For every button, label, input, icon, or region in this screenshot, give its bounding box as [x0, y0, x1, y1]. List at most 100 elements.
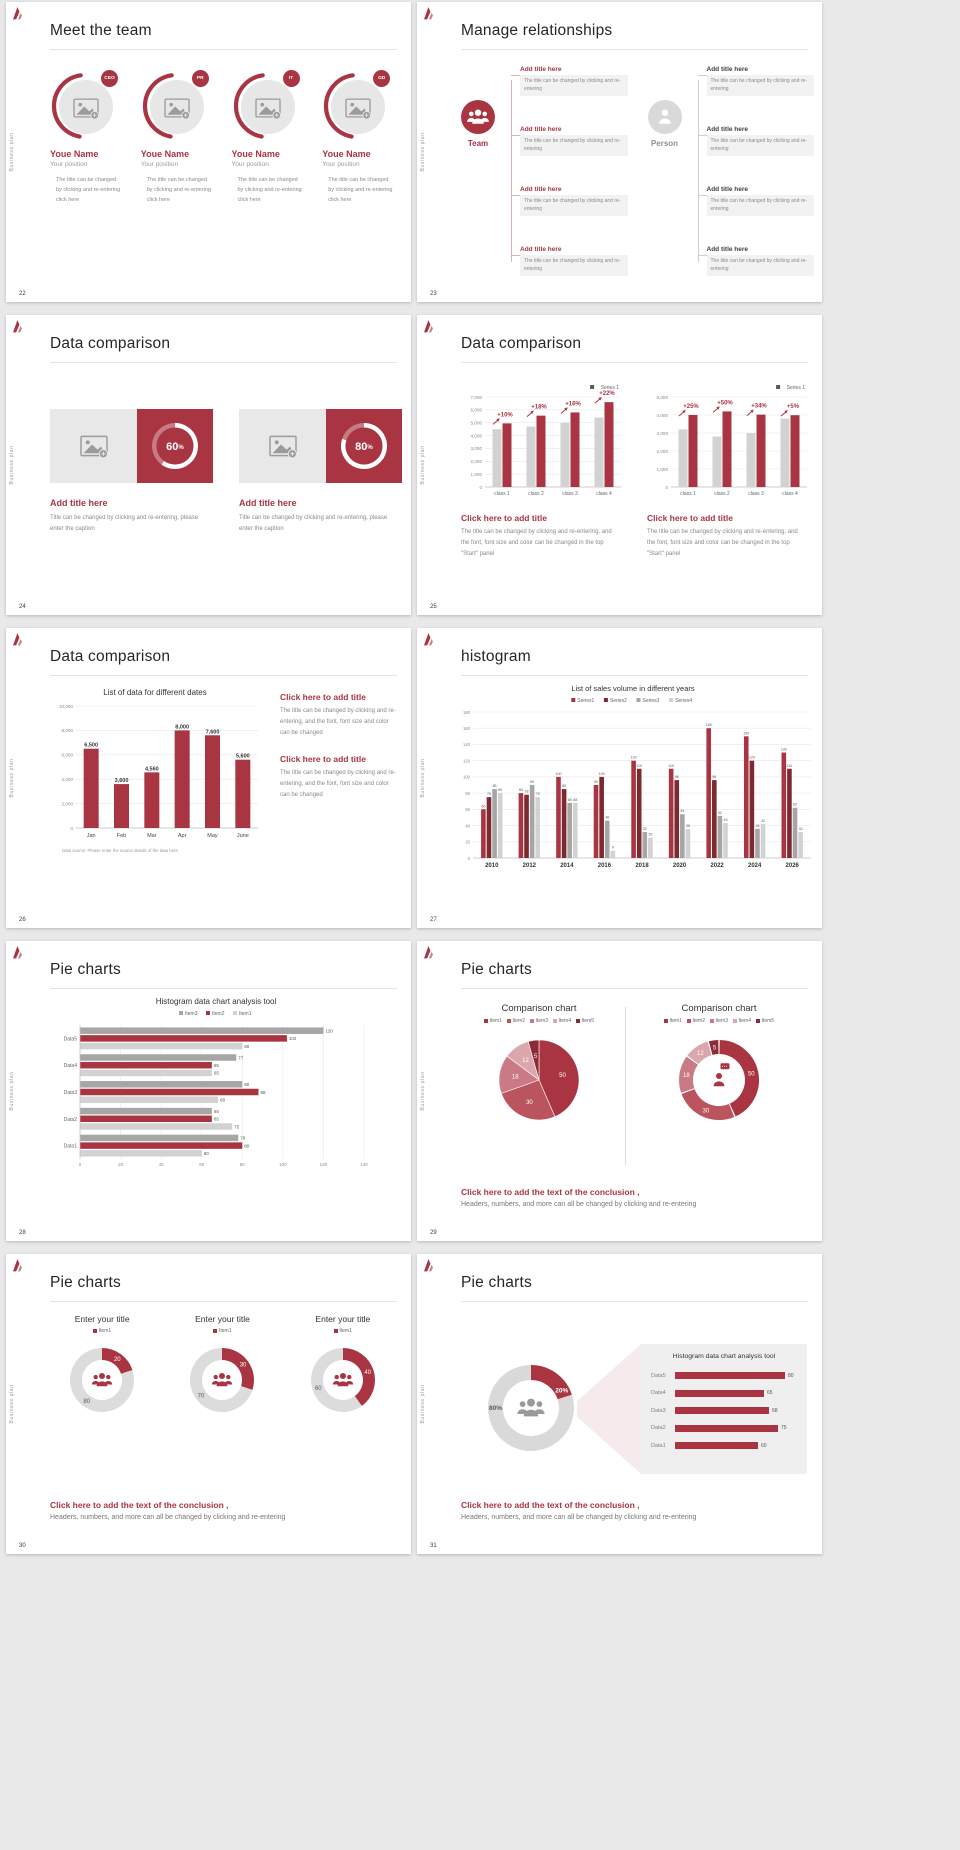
slide-28[interactable]: Business plan Pie charts Histogram data …: [6, 941, 411, 1241]
slide-27[interactable]: Business plan histogram List of sales vo…: [417, 628, 822, 928]
image-placeholder-icon: [141, 70, 211, 140]
svg-text:12: 12: [697, 1051, 704, 1057]
svg-text:50: 50: [748, 1071, 755, 1077]
item-description: The title can be changed by clicking and…: [706, 135, 814, 156]
svg-text:2024: 2024: [748, 863, 762, 869]
slide-23[interactable]: Business plan Manage relationships Team …: [417, 2, 822, 302]
card-title: Add title here: [239, 498, 297, 508]
member-description: The title can be changed by clicking and…: [56, 177, 121, 203]
role-badge: GD: [373, 70, 391, 87]
page-number: 23: [430, 291, 437, 297]
item-title: Add title here: [520, 246, 562, 253]
item-description: The title can be changed by clicking and…: [520, 255, 628, 276]
logo-icon: [11, 6, 22, 20]
svg-text:+34%: +34%: [751, 404, 767, 410]
relationship-item: Add title here The title can be changed …: [511, 246, 628, 276]
donut-panel: Enter your title Item1 20 80: [42, 1314, 162, 1421]
svg-text:2012: 2012: [523, 863, 537, 869]
svg-text:40: 40: [465, 823, 470, 828]
svg-text:60%: 60%: [166, 441, 184, 453]
relationship-item: Add title here The title can be changed …: [511, 66, 628, 96]
relationship-item: Add title here The title can be changed …: [511, 186, 628, 216]
svg-text:10,000: 10,000: [59, 704, 73, 709]
legend-item: Item2: [686, 1018, 705, 1024]
svg-text:65: 65: [214, 1063, 220, 1068]
legend-item: Item1: [663, 1018, 682, 1024]
slide-title: Pie charts: [461, 1274, 532, 1291]
svg-text:20: 20: [114, 1357, 121, 1363]
svg-text:Item2: Item2: [212, 1011, 225, 1017]
svg-text:+10%: +10%: [497, 412, 513, 418]
svg-text:class 2: class 2: [528, 491, 544, 497]
svg-text:43: 43: [724, 818, 728, 822]
svg-text:2014: 2014: [560, 863, 574, 869]
svg-text:25: 25: [648, 833, 652, 837]
svg-text:68: 68: [568, 798, 572, 802]
svg-text:0: 0: [70, 826, 73, 831]
svg-text:100: 100: [279, 1162, 287, 1167]
relationship-item: Add title here The title can be changed …: [511, 126, 628, 156]
donut-panel: Comparison chart Item1 Item2 Item3 Item4 Ite…: [631, 1003, 807, 1132]
svg-text:7,000: 7,000: [471, 395, 483, 400]
svg-text:120: 120: [631, 756, 637, 760]
chart-title: Enter your title: [315, 1314, 371, 1324]
sidebar-vertical-label: Business plan: [420, 1071, 426, 1111]
svg-text:96: 96: [675, 775, 679, 779]
svg-text:30: 30: [526, 1100, 533, 1106]
svg-text:0: 0: [79, 1162, 82, 1167]
slide-31[interactable]: Business plan Pie charts 20% 80% Histogra…: [417, 1254, 822, 1554]
svg-text:78: 78: [525, 790, 529, 794]
block-title: Click here to add title: [280, 692, 366, 702]
image-placeholder-icon: [50, 409, 138, 483]
svg-text:20: 20: [465, 840, 470, 845]
svg-text:100: 100: [463, 775, 471, 780]
card-description: Title can be changed by clicking and re-…: [239, 515, 388, 532]
svg-text:42: 42: [761, 819, 765, 823]
svg-text:2,000: 2,000: [657, 449, 669, 454]
role-badge: CEO: [101, 70, 118, 87]
sidebar-vertical-label: Business plan: [9, 1071, 15, 1111]
slide-25[interactable]: Business plan Data comparison Series 1 0 1…: [417, 315, 822, 615]
chart-title: Comparison chart: [681, 1003, 757, 1014]
slide-24[interactable]: Business plan Data comparison 60% Add ti…: [6, 315, 411, 615]
slide-30[interactable]: Business plan Pie charts Enter your titl…: [6, 1254, 411, 1554]
svg-text:Data5: Data5: [64, 1036, 78, 1042]
svg-text:Series2: Series2: [610, 698, 627, 704]
svg-text:85: 85: [493, 784, 497, 788]
svg-text:Histogram data chart analysis: Histogram data chart analysis tool: [156, 997, 277, 1006]
sidebar-vertical-label: Business plan: [420, 132, 426, 172]
slide-22[interactable]: Business plan Meet the team CEO Youe Nam…: [6, 2, 411, 302]
avatar: PR: [141, 70, 211, 140]
people-group-icon: [461, 100, 495, 134]
svg-text:Feb: Feb: [117, 833, 126, 839]
svg-text:2010: 2010: [485, 863, 499, 869]
svg-text:3,000: 3,000: [657, 431, 669, 436]
page-number: 24: [19, 604, 26, 610]
member-name: Youe Name: [231, 149, 280, 159]
slide-26[interactable]: Business plan Data comparison List of da…: [6, 628, 411, 928]
svg-text:36: 36: [755, 824, 759, 828]
team-members: CEO Youe Name Your position The title ca…: [50, 70, 405, 206]
svg-text:180: 180: [463, 710, 471, 715]
page-number: 27: [430, 917, 437, 923]
svg-text:class 3: class 3: [748, 491, 764, 497]
title-divider: [50, 988, 397, 989]
legend-item: Item3: [529, 1018, 548, 1024]
panel-bar-row: Data2 75: [651, 1424, 787, 1432]
conclusion-subtitle: Headers, numbers, and more can all be ch…: [461, 1514, 697, 1521]
svg-text:80: 80: [240, 1162, 246, 1167]
text-blocks: Click here to add title The title can be…: [280, 692, 400, 801]
page-number: 28: [19, 1230, 26, 1236]
grouped-bar-chart: Series 1 0 1,000 2,000 3,000 4,000 5,000 6,000 7…: [461, 381, 623, 499]
logo-icon: [11, 632, 22, 646]
svg-text:60: 60: [481, 804, 485, 808]
team-member: PR Youe Name Your position The title can…: [141, 70, 224, 206]
item-description: The title can be changed by clicking and…: [706, 195, 814, 216]
slide-29[interactable]: Business plan Pie charts Comparison char…: [417, 941, 822, 1241]
svg-text:32: 32: [643, 827, 647, 831]
slide-title: Data comparison: [50, 648, 171, 665]
progress-ring-chart: 80%: [326, 409, 402, 483]
block-title: Click here to add title: [647, 513, 733, 523]
svg-text:3,600: 3,600: [115, 778, 129, 784]
member-description: The title can be changed by clicking and…: [328, 177, 393, 203]
